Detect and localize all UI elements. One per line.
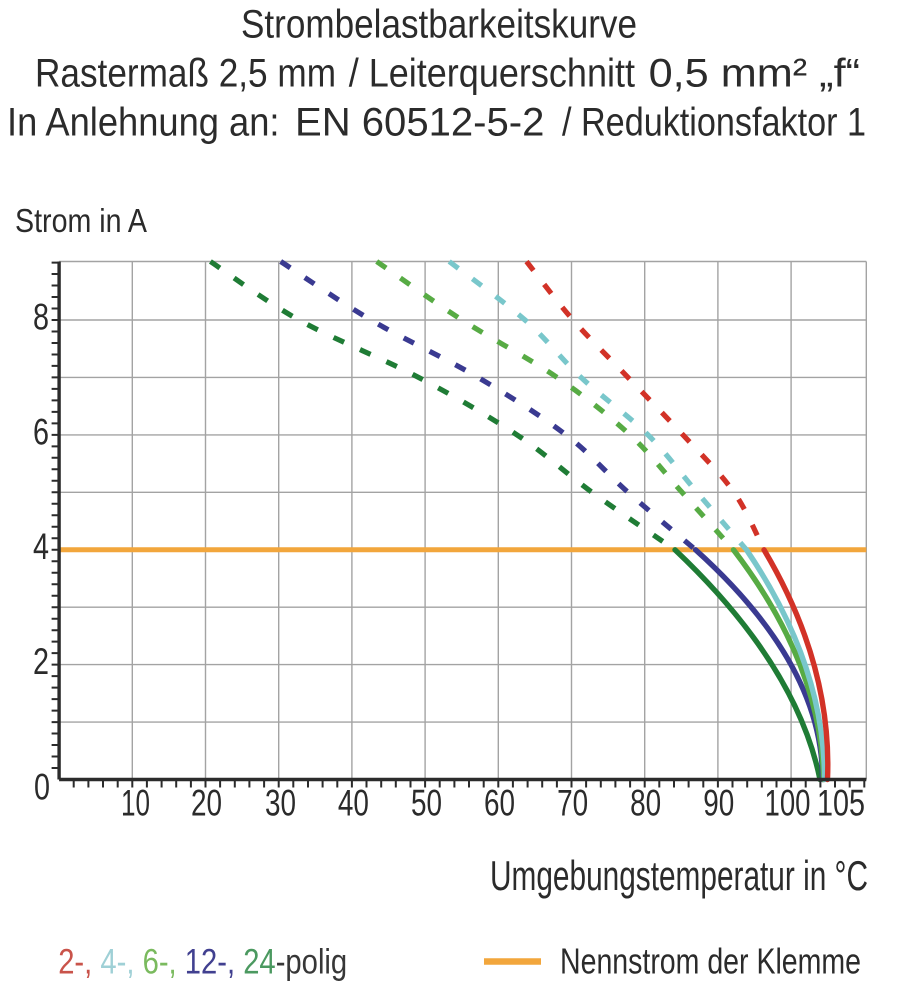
- svg-text:In Anlehnung an:: In Anlehnung an:: [7, 101, 280, 145]
- svg-text:/ Leiterquerschnitt: / Leiterquerschnitt: [349, 51, 635, 95]
- svg-text:Strom in A: Strom in A: [15, 202, 147, 239]
- svg-text:100: 100: [765, 783, 811, 824]
- svg-text:EN 60512-5-2: EN 60512-5-2: [295, 101, 544, 145]
- svg-text:2-,: 2-,: [58, 943, 100, 982]
- svg-text:Umgebungstemperatur in °C: Umgebungstemperatur in °C: [490, 852, 868, 899]
- svg-text:105: 105: [817, 783, 865, 824]
- svg-text:90: 90: [703, 783, 734, 824]
- svg-text:6: 6: [33, 411, 49, 452]
- svg-text:4-,: 4-,: [100, 943, 142, 982]
- svg-text:30: 30: [265, 783, 296, 824]
- svg-text:6-,: 6-,: [143, 943, 185, 982]
- svg-text:2: 2: [33, 641, 49, 682]
- svg-text:40: 40: [338, 783, 369, 824]
- svg-text:Strombelastbarkeitskurve: Strombelastbarkeitskurve: [241, 3, 637, 47]
- svg-text:80: 80: [630, 783, 661, 824]
- svg-text:0,5 mm² „f“: 0,5 mm² „f“: [649, 51, 860, 95]
- svg-text:/ Reduktionsfaktor 1: / Reduktionsfaktor 1: [562, 101, 866, 145]
- svg-text:24: 24: [243, 943, 276, 982]
- svg-text:4: 4: [33, 526, 49, 567]
- svg-text:70: 70: [557, 783, 588, 824]
- svg-text:10: 10: [121, 783, 150, 824]
- svg-text:Rastermaß 2,5 mm: Rastermaß 2,5 mm: [35, 51, 336, 95]
- svg-text:-polig: -polig: [276, 943, 348, 982]
- svg-text:20: 20: [191, 783, 222, 824]
- svg-text:Nennstrom der Klemme: Nennstrom der Klemme: [560, 941, 861, 982]
- svg-text:60: 60: [484, 783, 515, 824]
- svg-text:12-,: 12-,: [185, 943, 243, 982]
- svg-text:50: 50: [411, 783, 442, 824]
- svg-text:0: 0: [34, 767, 50, 808]
- svg-text:8: 8: [33, 297, 49, 338]
